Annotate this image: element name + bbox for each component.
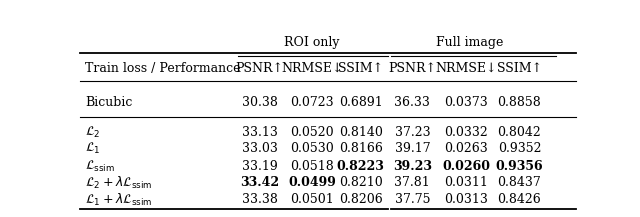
Text: 0.6891: 0.6891 xyxy=(339,95,383,108)
Text: 0.8223: 0.8223 xyxy=(337,159,385,173)
Text: 0.0313: 0.0313 xyxy=(444,193,488,206)
Text: SSIM↑: SSIM↑ xyxy=(338,62,383,75)
Text: 0.9352: 0.9352 xyxy=(498,142,541,155)
Text: $\mathcal{L}_1$: $\mathcal{L}_1$ xyxy=(85,141,100,156)
Text: NRMSE↓: NRMSE↓ xyxy=(435,62,497,75)
Text: $\mathcal{L}_2 + \lambda\mathcal{L}_{\mathrm{ssim}}$: $\mathcal{L}_2 + \lambda\mathcal{L}_{\ma… xyxy=(85,175,152,191)
Text: ROI only: ROI only xyxy=(284,36,340,49)
Text: 0.0499: 0.0499 xyxy=(288,176,336,189)
Text: Bicubic: Bicubic xyxy=(85,95,132,108)
Text: 0.8210: 0.8210 xyxy=(339,176,383,189)
Text: $\mathcal{L}_1 + \lambda\mathcal{L}_{\mathrm{ssim}}$: $\mathcal{L}_1 + \lambda\mathcal{L}_{\ma… xyxy=(85,191,152,207)
Text: 0.0373: 0.0373 xyxy=(444,95,488,108)
Text: 37.75: 37.75 xyxy=(395,193,430,206)
Text: $\mathcal{L}_2$: $\mathcal{L}_2$ xyxy=(85,125,100,140)
Text: 37.23: 37.23 xyxy=(394,126,430,139)
Text: PSNR↑: PSNR↑ xyxy=(236,62,284,75)
Text: 33.19: 33.19 xyxy=(242,159,277,173)
Text: 0.8206: 0.8206 xyxy=(339,193,383,206)
Text: 0.0723: 0.0723 xyxy=(291,95,334,108)
Text: 0.8140: 0.8140 xyxy=(339,126,383,139)
Text: 0.8858: 0.8858 xyxy=(497,95,541,108)
Text: 36.33: 36.33 xyxy=(394,95,430,108)
Text: 0.0530: 0.0530 xyxy=(291,142,334,155)
Text: Full image: Full image xyxy=(436,36,503,49)
Text: 0.0520: 0.0520 xyxy=(291,126,334,139)
Text: 0.8426: 0.8426 xyxy=(497,193,541,206)
Text: 0.0501: 0.0501 xyxy=(291,193,334,206)
Text: SSIM↑: SSIM↑ xyxy=(497,62,542,75)
Text: 33.38: 33.38 xyxy=(242,193,278,206)
Text: 0.8437: 0.8437 xyxy=(497,176,541,189)
Text: Train loss / Performance: Train loss / Performance xyxy=(85,62,241,75)
Text: NRMSE↓: NRMSE↓ xyxy=(282,62,343,75)
Text: 37.81: 37.81 xyxy=(394,176,430,189)
Text: 0.0260: 0.0260 xyxy=(442,159,490,173)
Text: 0.0263: 0.0263 xyxy=(444,142,488,155)
Text: 0.0332: 0.0332 xyxy=(444,126,488,139)
Text: 0.0311: 0.0311 xyxy=(444,176,488,189)
Text: 0.9356: 0.9356 xyxy=(495,159,543,173)
Text: 0.8042: 0.8042 xyxy=(497,126,541,139)
Text: 39.23: 39.23 xyxy=(393,159,432,173)
Text: 0.8166: 0.8166 xyxy=(339,142,383,155)
Text: PSNR↑: PSNR↑ xyxy=(388,62,436,75)
Text: 33.42: 33.42 xyxy=(240,176,279,189)
Text: 33.03: 33.03 xyxy=(242,142,278,155)
Text: $\mathcal{L}_{\mathrm{ssim}}$: $\mathcal{L}_{\mathrm{ssim}}$ xyxy=(85,158,115,174)
Text: 30.38: 30.38 xyxy=(242,95,278,108)
Text: 33.13: 33.13 xyxy=(242,126,278,139)
Text: 39.17: 39.17 xyxy=(394,142,430,155)
Text: 0.0518: 0.0518 xyxy=(291,159,334,173)
